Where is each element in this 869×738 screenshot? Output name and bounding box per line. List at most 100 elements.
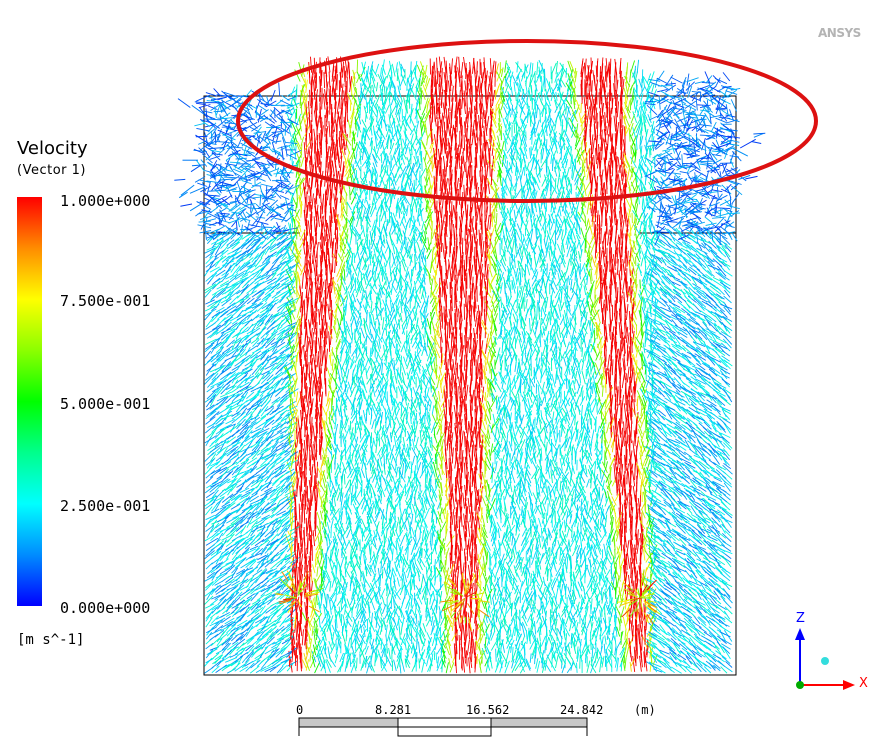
velocity-vector — [437, 589, 442, 601]
velocity-vector — [548, 596, 553, 610]
velocity-vector — [537, 594, 543, 604]
velocity-vector — [322, 571, 326, 581]
velocity-vector — [549, 617, 552, 631]
velocity-vector — [377, 586, 381, 597]
velocity-vector — [514, 623, 517, 637]
velocity-vector — [644, 475, 650, 488]
velocity-vector — [507, 575, 513, 586]
velocity-vector — [677, 649, 687, 656]
velocity-vector — [363, 488, 366, 501]
velocity-vector — [682, 577, 693, 587]
velocity-vector — [614, 548, 616, 559]
velocity-vector — [712, 653, 722, 660]
velocity-vector — [420, 575, 424, 588]
velocity-vector — [700, 623, 710, 632]
velocity-vector — [398, 620, 401, 632]
velocity-vector — [298, 562, 301, 579]
velocity-vector — [226, 593, 235, 605]
velocity-vector — [344, 660, 348, 672]
velocity-vector — [659, 649, 670, 655]
velocity-vector — [267, 597, 276, 606]
velocity-vector — [327, 646, 331, 660]
velocity-vector — [708, 619, 717, 628]
velocity-vector — [532, 570, 538, 582]
velocity-vector — [276, 522, 283, 533]
velocity-vector — [602, 573, 607, 587]
velocity-vector — [414, 626, 421, 637]
velocity-vector — [230, 588, 239, 596]
velocity-vector — [674, 624, 683, 633]
velocity-vector — [607, 625, 611, 636]
velocity-vector — [701, 589, 711, 596]
velocity-vector — [316, 481, 319, 498]
velocity-vector — [216, 638, 223, 647]
velocity-vector — [354, 482, 357, 493]
velocity-vector — [496, 614, 502, 628]
velocity-vector — [338, 580, 341, 595]
velocity-vector — [209, 621, 220, 632]
velocity-vector — [427, 640, 431, 651]
velocity-vector — [239, 589, 251, 597]
velocity-vector — [323, 604, 327, 619]
velocity-vector — [426, 636, 433, 650]
velocity-vector — [433, 650, 436, 661]
velocity-vector — [494, 572, 498, 582]
velocity-vector — [409, 618, 412, 631]
velocity-vector — [599, 645, 603, 656]
velocity-vector — [313, 621, 317, 633]
velocity-vector — [246, 645, 255, 655]
velocity-vector — [643, 646, 646, 663]
velocity-vector — [444, 642, 451, 656]
velocity-vector — [495, 593, 501, 605]
velocity-vector — [231, 616, 241, 625]
velocity-vector — [483, 643, 488, 655]
velocity-vector — [235, 584, 245, 593]
velocity-vector — [230, 625, 242, 632]
velocity-vector — [654, 638, 668, 646]
velocity-vector — [236, 655, 243, 668]
velocity-vector — [246, 602, 258, 611]
velocity-vector — [651, 623, 661, 632]
velocity-vector — [521, 606, 530, 619]
velocity-vector — [323, 660, 327, 674]
velocity-vector — [717, 635, 727, 644]
velocity-vector — [641, 458, 647, 470]
velocity-vector — [216, 657, 225, 667]
velocity-vector — [648, 641, 652, 651]
velocity-vector — [674, 656, 687, 664]
velocity-vector — [504, 657, 508, 668]
velocity-vector — [348, 539, 353, 550]
velocity-vector — [475, 620, 478, 637]
velocity-vector — [395, 466, 399, 478]
velocity-vector — [576, 606, 584, 618]
velocity-vector — [425, 583, 431, 597]
velocity-vector — [514, 585, 519, 595]
velocity-vector — [231, 596, 241, 606]
velocity-vector — [277, 628, 286, 636]
velocity-vector — [276, 510, 286, 516]
velocity-vector — [538, 609, 541, 620]
velocity-vector — [375, 625, 381, 636]
velocity-vector — [406, 619, 413, 631]
velocity-vector — [378, 454, 383, 467]
velocity-vector — [646, 643, 656, 655]
velocity-vector — [264, 646, 277, 655]
velocity-vector — [404, 585, 406, 599]
velocity-vector — [686, 608, 696, 618]
velocity-vector — [663, 617, 676, 627]
velocity-vector — [371, 573, 377, 583]
velocity-vector — [643, 651, 646, 668]
velocity-vector — [685, 656, 693, 665]
velocity-vector — [266, 611, 277, 619]
velocity-vector — [501, 621, 508, 633]
velocity-vector — [265, 653, 277, 664]
velocity-vector — [250, 592, 259, 602]
velocity-vector — [669, 651, 677, 661]
velocity-vector — [604, 461, 608, 471]
velocity-vector — [496, 657, 500, 668]
velocity-vector — [229, 653, 239, 658]
velocity-vector — [447, 614, 453, 625]
velocity-vector — [601, 601, 607, 614]
velocity-vector — [427, 661, 433, 672]
velocity-vector — [255, 571, 264, 584]
